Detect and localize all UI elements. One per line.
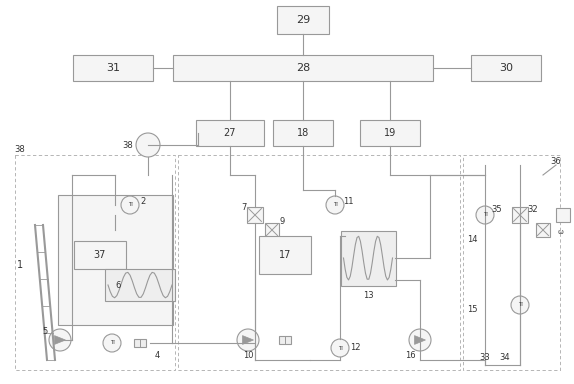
Polygon shape: [414, 336, 425, 344]
FancyBboxPatch shape: [57, 195, 173, 325]
Text: 18: 18: [297, 128, 309, 138]
FancyBboxPatch shape: [512, 207, 528, 223]
Text: 4: 4: [154, 351, 160, 359]
Text: TI: TI: [483, 212, 487, 217]
Polygon shape: [55, 336, 65, 344]
Text: 32: 32: [528, 205, 538, 215]
Text: 29: 29: [296, 15, 310, 25]
Circle shape: [103, 334, 121, 352]
Circle shape: [136, 133, 160, 157]
Text: 38: 38: [123, 141, 133, 149]
Text: 2: 2: [141, 197, 146, 207]
Text: 27: 27: [224, 128, 236, 138]
Circle shape: [331, 339, 349, 357]
Circle shape: [237, 329, 259, 351]
FancyBboxPatch shape: [173, 55, 433, 81]
Text: 16: 16: [405, 351, 416, 359]
FancyBboxPatch shape: [74, 241, 126, 269]
Text: 6: 6: [115, 280, 121, 290]
Text: 14: 14: [467, 235, 477, 245]
FancyBboxPatch shape: [259, 236, 311, 274]
FancyBboxPatch shape: [196, 120, 264, 146]
Text: 10: 10: [243, 351, 253, 359]
Text: 36: 36: [550, 157, 561, 167]
Text: 30: 30: [499, 63, 513, 73]
FancyBboxPatch shape: [536, 223, 550, 237]
Text: 19: 19: [384, 128, 396, 138]
Text: TI: TI: [332, 202, 338, 207]
Text: 15: 15: [467, 306, 477, 314]
FancyBboxPatch shape: [360, 120, 420, 146]
Text: TI: TI: [127, 202, 133, 207]
FancyBboxPatch shape: [134, 339, 146, 347]
FancyBboxPatch shape: [340, 230, 395, 285]
Text: 9: 9: [280, 217, 285, 227]
Circle shape: [476, 206, 494, 224]
Text: 37: 37: [94, 250, 106, 260]
Text: 31: 31: [106, 63, 120, 73]
Text: 1: 1: [17, 260, 23, 270]
Text: 12: 12: [350, 344, 360, 353]
Text: ω: ω: [557, 229, 563, 235]
Circle shape: [326, 196, 344, 214]
Circle shape: [511, 296, 529, 314]
Text: 11: 11: [343, 197, 353, 207]
Circle shape: [121, 196, 139, 214]
Text: TI: TI: [110, 341, 114, 346]
Text: 28: 28: [296, 63, 310, 73]
Text: 17: 17: [279, 250, 291, 260]
Text: 35: 35: [492, 205, 502, 215]
FancyBboxPatch shape: [556, 208, 570, 222]
Text: TI: TI: [338, 346, 343, 351]
FancyBboxPatch shape: [279, 336, 291, 344]
FancyBboxPatch shape: [247, 207, 263, 223]
Text: 7: 7: [241, 204, 247, 212]
Polygon shape: [242, 336, 254, 344]
Text: TI: TI: [518, 303, 522, 308]
FancyBboxPatch shape: [73, 55, 153, 81]
Text: 33: 33: [480, 354, 490, 362]
FancyBboxPatch shape: [265, 223, 279, 237]
Text: 5: 5: [42, 328, 48, 336]
FancyBboxPatch shape: [273, 120, 333, 146]
FancyBboxPatch shape: [277, 6, 329, 34]
Circle shape: [409, 329, 431, 351]
Text: 13: 13: [363, 291, 373, 300]
FancyBboxPatch shape: [471, 55, 541, 81]
Circle shape: [49, 329, 71, 351]
Text: 34: 34: [500, 354, 510, 362]
FancyBboxPatch shape: [105, 269, 175, 301]
Text: 38: 38: [14, 146, 25, 154]
